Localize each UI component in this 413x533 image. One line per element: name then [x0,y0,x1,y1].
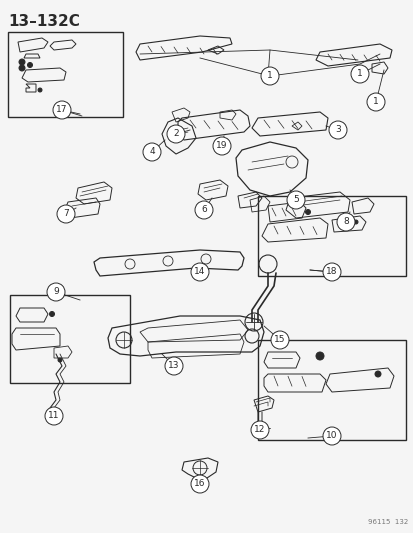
Circle shape [250,421,268,439]
Text: 14: 14 [194,268,205,277]
Circle shape [165,357,183,375]
Circle shape [328,121,346,139]
Circle shape [190,475,209,493]
Bar [8,32,123,117]
Bar [10,295,130,383]
Circle shape [45,407,63,425]
Text: 13–132C: 13–132C [8,14,80,29]
Circle shape [322,427,340,445]
Circle shape [336,213,354,231]
Circle shape [195,201,212,219]
Circle shape [353,220,357,224]
Text: 9: 9 [53,287,59,296]
Circle shape [350,65,368,83]
Circle shape [19,65,25,71]
Circle shape [38,88,42,92]
Text: 1: 1 [266,71,272,80]
Bar [257,196,405,276]
Text: 1: 1 [372,98,378,107]
Circle shape [58,358,62,362]
Circle shape [271,331,288,349]
Circle shape [374,371,380,377]
Text: 6: 6 [201,206,206,214]
Text: 5: 5 [292,196,298,205]
Circle shape [57,205,75,223]
Bar [257,340,405,440]
Text: 1: 1 [356,69,362,78]
Text: 18: 18 [325,268,337,277]
Text: 4: 4 [149,148,154,157]
Circle shape [166,125,185,143]
Text: 12: 12 [254,425,265,434]
Circle shape [260,67,278,85]
Circle shape [190,263,209,281]
Text: 16: 16 [194,480,205,489]
Text: 8: 8 [342,217,348,227]
Text: 10: 10 [325,432,337,440]
Circle shape [47,283,65,301]
Text: 3: 3 [334,125,340,134]
Circle shape [27,62,33,68]
Text: 7: 7 [63,209,69,219]
Circle shape [305,209,310,214]
Circle shape [212,137,230,155]
Circle shape [50,311,55,317]
Text: 17: 17 [56,106,68,115]
Circle shape [366,93,384,111]
Circle shape [286,191,304,209]
Circle shape [53,101,71,119]
Circle shape [19,59,25,65]
Text: 96115  132: 96115 132 [367,519,407,525]
Circle shape [322,263,340,281]
Text: 2: 2 [173,130,178,139]
Text: 13: 13 [168,361,179,370]
Circle shape [142,143,161,161]
Text: 11: 11 [48,411,59,421]
Circle shape [315,352,323,360]
Text: 15: 15 [273,335,285,344]
Text: 19: 19 [216,141,227,150]
